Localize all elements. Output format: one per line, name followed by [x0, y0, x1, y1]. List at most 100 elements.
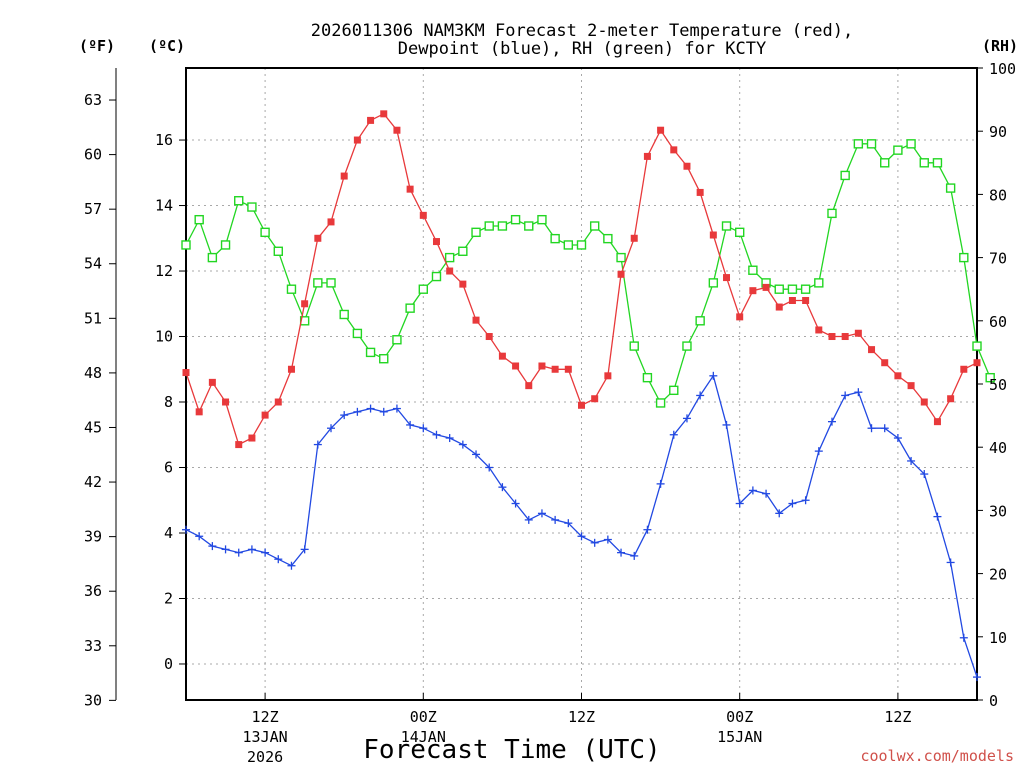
celsius-tick-label: 10	[155, 328, 173, 346]
temperature-point	[775, 303, 783, 311]
dewpoint-point	[590, 538, 599, 547]
fahrenheit-tick-label: 48	[84, 364, 102, 382]
celsius-tick-label: 0	[164, 655, 173, 673]
series-rh	[181, 139, 995, 408]
fahrenheit-tick-label: 33	[84, 637, 102, 655]
rh-point	[524, 221, 534, 231]
temperature-point	[657, 126, 665, 134]
rh-point	[220, 240, 231, 250]
rh-point	[286, 284, 297, 294]
dewpoint-point	[340, 411, 349, 420]
axis-labels: 30 33 36 39 42 45 48 51 54 57 60 63 0 2 4 6 8 10 12 14 16 0 10…	[84, 60, 1016, 766]
rh-tick-label: 70	[989, 250, 1007, 268]
rh-point	[247, 202, 257, 212]
rh-point	[880, 158, 890, 168]
plot-frame	[185, 67, 978, 701]
dewpoint-point	[814, 447, 823, 456]
rh-point	[352, 328, 363, 339]
dewpoint-point	[498, 483, 507, 492]
chart-title-line1: 2026011306 NAM3KM Forecast 2-meter Tempe…	[311, 21, 853, 41]
temperature-point	[709, 231, 717, 239]
temperature-point	[828, 333, 836, 341]
temperature-point	[630, 234, 638, 242]
rh-point	[431, 271, 442, 282]
fahrenheit-tick-label: 30	[84, 691, 102, 709]
dewpoint-point	[353, 407, 362, 416]
rh-tick-label: 40	[989, 439, 1007, 457]
dewpoint-point	[669, 430, 678, 439]
dewpoint-point	[775, 509, 784, 518]
temperature-point	[248, 434, 256, 442]
temperature-point	[512, 362, 520, 370]
rh-tick-label: 50	[989, 376, 1007, 394]
temperature-point	[432, 238, 440, 246]
fahrenheit-tick-label: 39	[84, 528, 102, 546]
dewpoint-point	[880, 424, 889, 433]
fahrenheit-tick-label: 36	[84, 582, 102, 600]
dewpoint-point	[261, 548, 270, 557]
rh-point	[787, 284, 798, 294]
temperature-point	[222, 398, 230, 406]
rh-point	[497, 221, 508, 231]
temperature-point	[762, 283, 770, 291]
rh-point	[708, 278, 719, 288]
dewpoint-point	[274, 555, 283, 564]
dewpoint-point	[788, 499, 797, 508]
temperature-point	[287, 365, 295, 373]
temperature-point	[736, 313, 744, 321]
celsius-tick-label: 16	[155, 131, 173, 149]
dewpoint-point	[313, 440, 322, 449]
rh-point	[682, 341, 692, 351]
temperature-point	[340, 172, 348, 180]
temperature-point	[472, 316, 480, 324]
dewpoint-point	[841, 391, 850, 400]
temperature-point	[327, 218, 335, 226]
temperature-point	[208, 378, 216, 386]
rh-point	[418, 284, 428, 294]
dewpoint-point	[682, 414, 691, 423]
rh-point	[365, 347, 376, 358]
dewpoint-point	[221, 545, 230, 554]
celsius-tick-label: 12	[155, 262, 173, 280]
dewpoint-point	[867, 424, 876, 433]
rh-point	[405, 303, 415, 313]
rh-tick-label: 60	[989, 313, 1007, 331]
fahrenheit-tick-label: 63	[84, 91, 102, 109]
rh-point	[629, 341, 639, 351]
rh-point	[444, 252, 455, 263]
temperature-point	[578, 401, 585, 409]
dewpoint-point	[630, 551, 639, 560]
temperature-point	[314, 234, 322, 242]
dewpoint-point	[973, 673, 981, 682]
temperature-point	[551, 365, 559, 373]
dewpoint-point	[933, 512, 942, 521]
rh-point	[985, 372, 995, 383]
x-tick-date: 15JAN	[717, 728, 762, 746]
temperature-point	[274, 398, 282, 406]
temperature-point	[749, 287, 757, 295]
rh-point	[655, 398, 666, 408]
temperature-point	[788, 296, 796, 304]
dewpoint-point	[419, 424, 428, 433]
temperature-point	[419, 211, 427, 219]
rh-point	[313, 278, 323, 288]
rh-point	[853, 139, 864, 149]
rh-point	[576, 240, 587, 250]
dewpoint-point	[327, 424, 336, 433]
rh-point	[563, 240, 574, 250]
dewpoint-point	[511, 499, 520, 508]
series-temperature	[182, 110, 981, 449]
dewpoint-point	[762, 489, 771, 498]
temperature-point	[353, 136, 361, 144]
rh-tick-label: 80	[989, 186, 1007, 204]
celsius-tick-label: 4	[164, 524, 173, 542]
temperature-point	[683, 162, 691, 170]
dewpoint-point	[195, 532, 204, 541]
axes	[109, 67, 983, 701]
rh-point	[959, 252, 969, 263]
chart-title-line2: Dewpoint (blue), RH (green) for KCTY	[398, 39, 766, 59]
rh-point	[906, 139, 916, 149]
dewpoint-point	[603, 535, 612, 544]
temperature-point	[894, 372, 902, 380]
rh-tick-label: 100	[989, 60, 1016, 78]
